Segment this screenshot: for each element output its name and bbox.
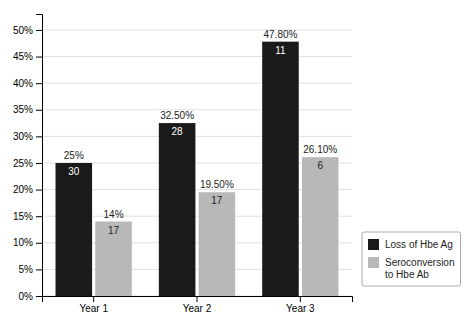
value-label: 25% [64, 150, 84, 161]
x-tick-label: Year 1 [79, 303, 108, 314]
grid [42, 30, 352, 296]
bars [56, 42, 339, 296]
data-labels: 25% 30 32.50% 28 47.80% 11 14% 17 19.50% 17 26.10%… [64, 29, 337, 236]
x-axis-line [43, 297, 353, 303]
y-tick-mark [36, 83, 42, 84]
y-tick: 15% [13, 211, 42, 222]
x-tick-mark [197, 296, 198, 302]
chart: 0%5%10%15%20%25%30%35%40%45%50%Year 1Yea… [0, 0, 474, 322]
x-tick: Year 1 [79, 296, 108, 314]
y-tick-label: 45% [13, 51, 33, 62]
legend: Loss of Hbe Ag Seroconversionto Hbe Ab [362, 232, 460, 286]
value-label: 47.80% [264, 29, 298, 40]
bar [199, 192, 236, 296]
x-tick-label: Year 3 [286, 303, 315, 314]
y-tick-mark [36, 190, 42, 191]
y-tick-label: 15% [13, 211, 33, 222]
legend-swatch [368, 257, 379, 268]
y-tick-label: 50% [13, 25, 33, 36]
y-tick-mark [36, 296, 42, 297]
value-label: 14% [104, 209, 124, 220]
x-tick-label: Year 2 [183, 303, 212, 314]
grid-line [42, 136, 352, 137]
bar [302, 157, 339, 296]
count-label: 17 [211, 195, 223, 206]
legend-label: Loss of Hbe Ag [385, 239, 453, 250]
bar [262, 42, 299, 296]
count-label: 30 [68, 166, 80, 177]
y-tick-mark [36, 163, 42, 164]
series [95, 157, 338, 296]
y-tick: 0% [19, 291, 42, 302]
bar [95, 222, 132, 296]
x-tick-mark [93, 296, 94, 302]
y-axis: 0% 5% 10% 15% 20% 25% 30% 35% 40% 45% 50% [13, 15, 43, 302]
y-tick: 25% [13, 158, 42, 169]
legend-label: Seroconversionto Hbe Ab [385, 257, 454, 280]
y-tick-mark [36, 57, 42, 58]
y-tick: 50% [13, 25, 42, 36]
y-tick-label: 25% [13, 158, 33, 169]
y-tick: 30% [13, 131, 42, 142]
grid-line [42, 109, 352, 110]
y-tick-mark [36, 269, 42, 270]
y-tick-label: 20% [13, 184, 33, 195]
x-tick: Year 3 [286, 296, 315, 314]
grid-line [42, 29, 352, 30]
y-tick-label: 40% [13, 78, 33, 89]
y-tick: 20% [13, 184, 42, 195]
y-tick-label: 10% [13, 237, 33, 248]
y-tick-mark [36, 136, 42, 137]
y-tick-mark [36, 110, 42, 111]
y-tick-label: 30% [13, 131, 33, 142]
legend-swatch [368, 239, 379, 250]
x-tick: Year 2 [183, 296, 212, 314]
count-label: 11 [275, 45, 286, 56]
y-tick: 10% [13, 237, 42, 248]
y-tick-label: 0% [19, 291, 34, 302]
value-label: 19.50% [200, 179, 234, 190]
value-label: 26.10% [303, 144, 337, 155]
y-tick-label: 35% [13, 104, 33, 115]
y-tick: 45% [13, 51, 42, 62]
count-label: 28 [172, 126, 184, 137]
value-label: 32.50% [160, 110, 194, 121]
y-tick: 5% [19, 264, 42, 275]
grid-line [42, 83, 352, 84]
y-axis-line [36, 15, 43, 297]
x-axis: Year 1 Year 2 Year 3 [43, 296, 353, 314]
y-tick-mark [36, 30, 42, 31]
y-tick: 35% [13, 104, 42, 115]
grid-line [42, 56, 352, 57]
y-tick-label: 5% [19, 264, 34, 275]
legend-item: Loss of Hbe Ag [368, 239, 453, 250]
legend-item: Seroconversionto Hbe Ab [368, 257, 454, 280]
x-tick-mark [300, 296, 301, 302]
legend-frame [362, 232, 460, 286]
y-tick-mark [36, 243, 42, 244]
bar [159, 123, 196, 296]
count-label: 17 [108, 225, 120, 236]
series [56, 42, 299, 296]
count-label: 6 [317, 160, 323, 171]
y-tick: 40% [13, 78, 42, 89]
bar [56, 163, 93, 296]
y-tick-mark [36, 216, 42, 217]
plot: 0%5%10%15%20%25%30%35%40%45%50%Year 1Yea… [13, 15, 353, 315]
